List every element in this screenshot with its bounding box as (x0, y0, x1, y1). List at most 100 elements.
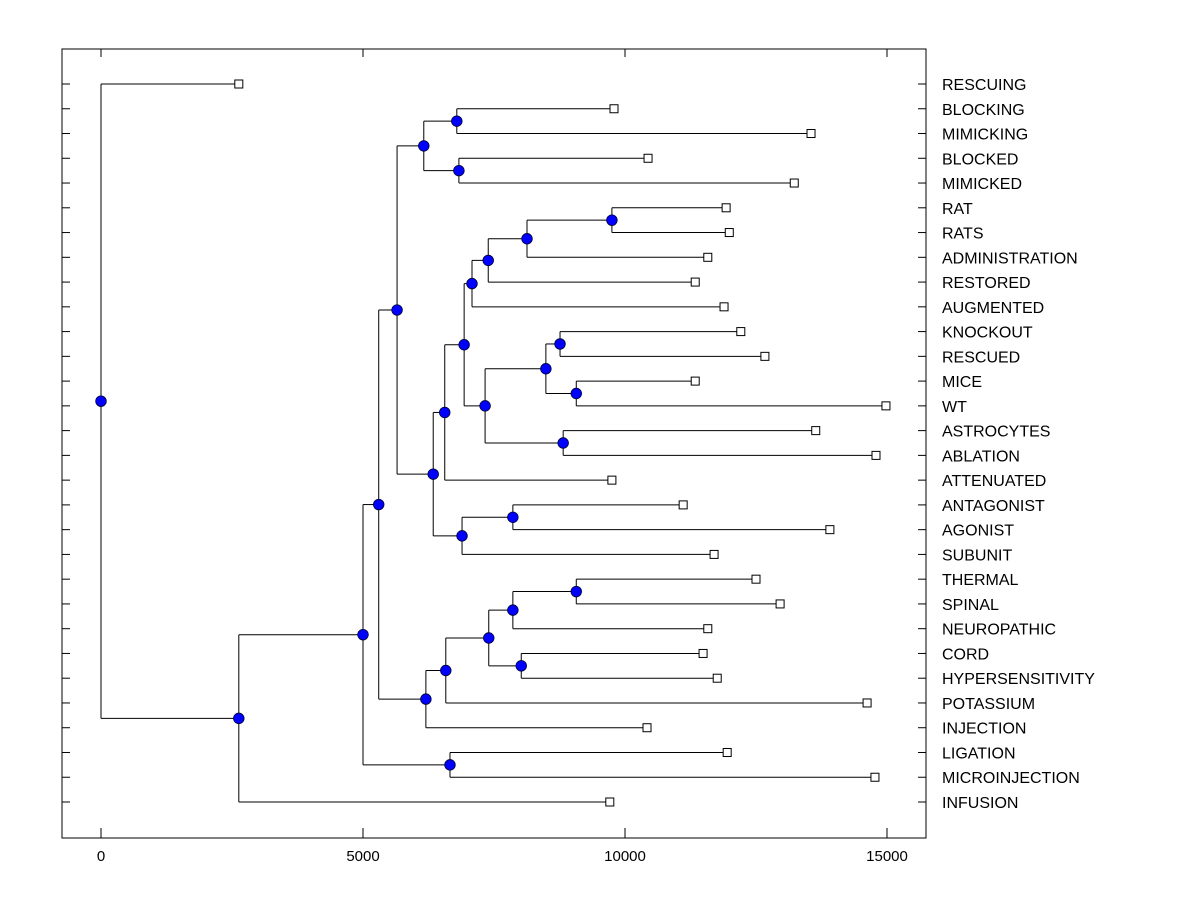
leaf-marker (789, 178, 799, 188)
leaf-marker (607, 475, 617, 485)
cluster-node (427, 468, 439, 480)
leaf-label: WT (942, 399, 967, 416)
leaf-marker (690, 277, 700, 287)
cluster-node (554, 338, 566, 350)
leaf-marker (719, 302, 729, 312)
leaf-marker (703, 624, 713, 634)
leaf-marker (690, 376, 700, 386)
cluster-node (606, 214, 618, 226)
leaf-label: CORD (942, 646, 989, 663)
leaf-label: MICE (942, 374, 982, 391)
leaf-label: ATTENUATED (942, 473, 1046, 490)
leaf-label: AGONIST (942, 523, 1014, 540)
cluster-node (557, 437, 569, 449)
leaf-label: HYPERSENSITIVITY (942, 671, 1095, 688)
leaf-label: RESCUED (942, 349, 1020, 366)
leaf-marker (609, 104, 619, 114)
leaf-label: MICROINJECTION (942, 770, 1080, 787)
leaf-label: POTASSIUM (942, 696, 1035, 713)
tree-edges (100, 83, 886, 803)
x-tick-labels: 0 5000 10000 15000 (97, 848, 908, 865)
cluster-node (466, 277, 478, 290)
leaf-marker (643, 153, 653, 163)
leaf-marker (678, 500, 688, 510)
cluster-node (507, 604, 519, 616)
leaf-label: MIMICKED (942, 176, 1022, 193)
leaf-label: RESCUING (942, 77, 1026, 94)
cluster-node (391, 304, 403, 316)
x-tick-label: 15000 (866, 848, 908, 865)
leaf-marker (722, 747, 732, 757)
leaf-marker (724, 228, 734, 238)
cluster-node (451, 115, 463, 127)
cluster-node (570, 585, 582, 598)
leaf-label: ASTROCYTES (942, 424, 1050, 441)
cluster-node (373, 498, 385, 511)
cluster-node (507, 511, 519, 523)
leaf-label: ANTAGONIST (942, 498, 1045, 515)
cluster-node (521, 233, 533, 245)
leaf-label: AUGMENTED (942, 300, 1044, 317)
leaf-label: BLOCKING (942, 102, 1025, 119)
leaf-marker (811, 426, 821, 436)
cluster-node (570, 387, 582, 400)
leaf-marker (862, 698, 872, 708)
cluster-node (95, 395, 107, 407)
leaf-marker (751, 574, 761, 584)
leaf-marker (806, 129, 816, 139)
cluster-node (444, 759, 456, 771)
leaf-marker (712, 673, 722, 683)
leaf-marker (775, 599, 785, 609)
leaf-label: THERMAL (942, 572, 1019, 589)
leaf-label: MIMICKING (942, 127, 1028, 144)
cluster-node (483, 632, 495, 644)
cluster-node (420, 693, 432, 705)
leaf-marker (703, 252, 713, 262)
leaf-label: RESTORED (942, 275, 1031, 292)
leaf-label: ABLATION (942, 448, 1020, 465)
leaf-label: LIGATION (942, 745, 1016, 762)
leaf-label: RATS (942, 226, 983, 243)
cluster-node (453, 164, 465, 177)
leaf-marker (881, 401, 891, 411)
leaf-label: NEUROPATHIC (942, 622, 1056, 639)
leaf-label: INJECTION (942, 721, 1026, 738)
cluster-node (479, 400, 491, 412)
cluster-node (482, 254, 494, 267)
leaf-marker (871, 450, 881, 460)
leaf-marker (642, 723, 652, 733)
cluster-node (357, 629, 369, 641)
x-tick-label: 5000 (346, 848, 379, 865)
plot-frame (61, 48, 927, 839)
leaf-markers (234, 79, 891, 807)
leaf-marker (709, 549, 719, 559)
cluster-node (456, 530, 468, 542)
tree-nodes (95, 115, 618, 771)
cluster-node (439, 406, 451, 419)
x-tick-label: 10000 (604, 848, 646, 865)
cluster-node (418, 140, 430, 152)
axis-ticks (62, 49, 926, 838)
leaf-marker (234, 79, 244, 89)
leaf-marker (698, 648, 708, 658)
cluster-node (458, 339, 470, 351)
leaf-label: RAT (942, 201, 973, 218)
leaf-label: BLOCKED (942, 151, 1018, 168)
leaf-label: KNOCKOUT (942, 325, 1033, 342)
cluster-node (233, 712, 245, 725)
cluster-node (440, 664, 452, 677)
leaf-marker (736, 327, 746, 337)
cluster-node (540, 363, 552, 375)
cluster-node (515, 660, 527, 672)
leaf-label: SUBUNIT (942, 547, 1012, 564)
leaf-label: ADMINISTRATION (942, 250, 1078, 267)
leaf-label: INFUSION (942, 795, 1018, 812)
x-tick-label: 0 (97, 848, 105, 865)
leaf-marker (721, 203, 731, 213)
leaf-label: SPINAL (942, 597, 999, 614)
leaf-marker (870, 772, 880, 782)
leaf-marker (760, 351, 770, 361)
leaf-marker (825, 525, 835, 535)
leaf-labels: RESCUING BLOCKING MIMICKING BLOCKED MIMICKED… (942, 77, 1095, 812)
